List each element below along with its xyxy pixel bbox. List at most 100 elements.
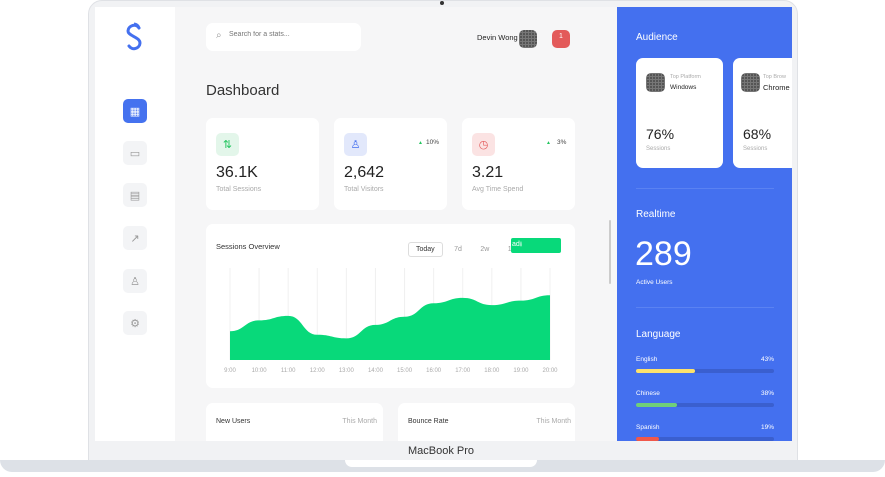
language-progress-fill <box>636 369 696 373</box>
x-tick-label: 9:00 <box>224 368 236 374</box>
user-icon: ♙ <box>130 275 140 288</box>
x-tick-label: 15:00 <box>397 368 413 374</box>
stat-change: 10% <box>426 139 440 146</box>
stat-value: 36.1K <box>216 164 258 181</box>
stat-label: Avg Time Spend <box>472 186 524 193</box>
tab-7d[interactable]: 7d <box>454 246 462 253</box>
card-title: New Users <box>216 418 251 425</box>
x-tick-label: 17:00 <box>455 368 471 374</box>
language-pct: 43% <box>760 356 774 363</box>
x-tick-label: 11:00 <box>281 368 296 374</box>
x-tick-label: 19:00 <box>513 368 529 374</box>
section-title: Realtime <box>636 209 676 220</box>
sidebar-item-dashboard[interactable]: ▦ <box>123 99 147 123</box>
logo-icon <box>126 22 142 51</box>
language-progress-fill <box>636 437 660 441</box>
sidebar-item-analytics[interactable]: ↗ <box>123 226 147 250</box>
language-progress-fill <box>636 403 678 407</box>
audience-card: Top Brow Chrome 68% Sessions <box>733 58 792 168</box>
card-caption: Top Platform <box>670 74 701 80</box>
sessions-overview-card: Sessions Overview Today 7d 2w 1m ad⭳ 9:0… <box>206 224 575 388</box>
sidebar-item-settings[interactable]: ⚙ <box>123 311 147 335</box>
sidebar-item-users[interactable]: ♙ <box>123 269 147 293</box>
stat-card-sessions: ⇅ 36.1K Total Sessions <box>206 118 319 210</box>
divider <box>636 188 774 189</box>
card-title: Bounce Rate <box>408 418 449 425</box>
section-title: Language <box>636 329 681 340</box>
card-value: 76% <box>646 126 675 142</box>
x-tick-label: 16:00 <box>426 368 442 374</box>
card-label: Sessions <box>743 146 768 152</box>
user-name: Devin Wong <box>477 33 518 42</box>
trend-icon: ↗ <box>130 232 140 245</box>
section-title: Audience <box>636 32 678 43</box>
up-arrow-icon: ▲ <box>418 140 423 146</box>
sessions-chart: 9:00 10:00 11:00 12:00 13:00 14:00 15:00 16:00 1… <box>224 268 558 374</box>
language-name: English <box>636 356 658 363</box>
x-tick-label: 13:00 <box>339 368 355 374</box>
realtime-label: Active Users <box>636 279 673 286</box>
sidebar-item-messages[interactable]: ▭ <box>123 141 147 165</box>
gear-icon: ⚙ <box>130 317 140 330</box>
language-progress-bar <box>636 369 774 373</box>
page-title: Dashboard <box>206 82 280 99</box>
clock-icon: ◷ <box>472 133 495 156</box>
language-name: Spanish <box>636 424 660 431</box>
platform-icon <box>646 73 665 92</box>
device-label: MacBook Pro <box>407 445 475 457</box>
divider <box>636 307 774 308</box>
camera <box>440 1 444 5</box>
avatar[interactable] <box>519 30 537 48</box>
calendar-icon: ▤ <box>129 189 141 202</box>
search-box[interactable]: ⌕ <box>206 23 361 51</box>
download-label: ad <box>512 241 520 248</box>
stat-value: 3.21 <box>472 164 504 181</box>
user-icon: ♙ <box>344 133 367 156</box>
search-icon: ⌕ <box>216 30 222 41</box>
x-tick-label: 14:00 <box>368 368 384 374</box>
up-arrow-icon: ▲ <box>546 140 551 146</box>
scrollbar[interactable] <box>609 220 611 284</box>
chat-icon: ▭ <box>129 147 141 160</box>
period-select[interactable]: This Month <box>342 418 377 425</box>
x-tick-label: 12:00 <box>310 368 326 374</box>
stat-label: Total Visitors <box>344 186 384 193</box>
stat-value: 2,642 <box>344 164 385 181</box>
x-tick-label: 10:00 <box>252 368 268 374</box>
stat-change: 3% <box>557 139 567 146</box>
stat-card-visitors: ♙ ▲ 10% 2,642 Total Visitors <box>334 118 447 210</box>
card-caption: Top Brow <box>763 74 786 80</box>
stat-card-time: ◷ ▲ 3% 3.21 Avg Time Spend <box>462 118 575 210</box>
sidebar-item-calendar[interactable]: ▤ <box>123 183 147 207</box>
screen: ▦ ▭ ▤ ↗ ♙ ⚙ ⌕ Devin Wong 1 Dashboard ⇅ 3… <box>95 7 792 441</box>
search-input[interactable] <box>229 31 354 38</box>
language-pct: 38% <box>760 390 774 397</box>
right-panel: Audience Top Platform Windows 76% Sessio… <box>617 7 792 441</box>
dashboard-icon: ▦ <box>129 105 141 118</box>
language-progress-bar <box>636 437 774 441</box>
x-tick-label: 18:00 <box>484 368 500 374</box>
arrows-updown-icon: ⇅ <box>216 133 239 156</box>
card-value: 68% <box>743 126 772 142</box>
download-icon: ⭳ <box>519 241 523 248</box>
card-name: Windows <box>670 84 697 91</box>
period-select[interactable]: This Month <box>536 418 571 425</box>
sessions-area <box>230 295 550 360</box>
download-button[interactable]: ad⭳ <box>511 238 561 253</box>
language-progress-bar <box>636 403 774 407</box>
language-pct: 19% <box>760 424 774 431</box>
notification-badge[interactable]: 1 <box>552 30 570 48</box>
card-title: Sessions Overview <box>216 242 280 251</box>
card-label: Sessions <box>646 146 671 152</box>
browser-icon <box>741 73 760 92</box>
audience-card: Top Platform Windows 76% Sessions <box>636 58 723 168</box>
language-name: Chinese <box>636 390 660 397</box>
tab-today[interactable]: Today <box>408 242 443 257</box>
tab-2w[interactable]: 2w <box>480 246 490 253</box>
new-users-card: New Users This Month <box>206 403 383 441</box>
realtime-value: 289 <box>635 235 692 273</box>
bounce-rate-card: Bounce Rate This Month <box>398 403 575 441</box>
sidebar: ▦ ▭ ▤ ↗ ♙ ⚙ <box>95 7 175 441</box>
x-tick-label: 20:00 <box>542 368 558 374</box>
card-name: Chrome <box>763 83 790 92</box>
